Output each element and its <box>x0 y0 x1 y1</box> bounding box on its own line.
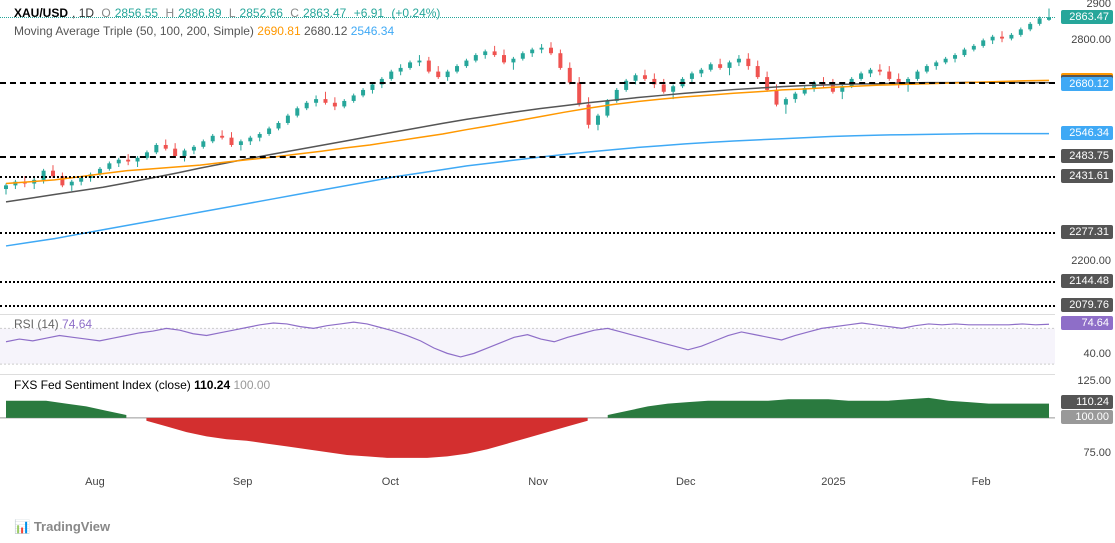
hline <box>0 281 1055 283</box>
sentiment-label: FXS Fed Sentiment Index (close) <box>14 378 191 392</box>
ma100-value: 2680.12 <box>304 24 347 38</box>
price-tag: 2546.34 <box>1061 126 1113 140</box>
price-tick: 2800.00 <box>1071 34 1111 46</box>
rsi-label: RSI (14) <box>14 317 59 331</box>
ohlc-change-pct: (+0.24%) <box>391 6 440 20</box>
x-tick: 2025 <box>821 476 845 488</box>
price-tag: 2144.48 <box>1061 274 1113 288</box>
x-tick: Feb <box>972 476 991 488</box>
hline <box>0 82 1055 84</box>
price-tag: 2431.61 <box>1061 169 1113 183</box>
sentiment-base: 100.00 <box>233 378 270 392</box>
ma200-value: 2546.34 <box>351 24 394 38</box>
price-tag: 2277.31 <box>1061 225 1113 239</box>
ohlc-low: 2852.66 <box>240 6 283 20</box>
hline <box>0 156 1055 158</box>
price-tag: 2079.76 <box>1061 298 1113 312</box>
sent-tag: 100.00 <box>1061 410 1113 424</box>
ma50-value: 2690.81 <box>257 24 300 38</box>
price-tag: 2680.12 <box>1061 77 1113 91</box>
timeframe[interactable]: 1D <box>79 6 94 20</box>
rsi-y-axis: 40.00 74.64 <box>1055 314 1115 372</box>
ohlc-open: 2856.55 <box>115 6 158 20</box>
price-panel[interactable] <box>0 0 1055 312</box>
price-tag: 2483.75 <box>1061 149 1113 163</box>
rsi-tick: 40.00 <box>1083 348 1111 360</box>
rsi-value: 74.64 <box>62 317 92 331</box>
rsi-panel[interactable] <box>0 314 1055 372</box>
chart-root: XAU/USD, 1D O2856.55 H2886.89 L2852.66 C… <box>0 0 1115 543</box>
sentiment-header: FXS Fed Sentiment Index (close) 110.24 1… <box>14 378 270 392</box>
sent-tick: 75.00 <box>1083 447 1111 459</box>
price-tick: 2900 <box>1087 0 1111 10</box>
symbol-header: XAU/USD, 1D O2856.55 H2886.89 L2852.66 C… <box>14 6 444 20</box>
tradingview-watermark: 📊 TradingView <box>14 519 110 535</box>
sent-tag: 110.24 <box>1061 395 1113 409</box>
ma-header: Moving Average Triple (50, 100, 200, Sim… <box>14 24 394 38</box>
x-tick: Sep <box>233 476 253 488</box>
ohlc-close: 2863.47 <box>303 6 346 20</box>
price-tag: 2863.47 <box>1061 10 1113 24</box>
ma-label: Moving Average Triple (50, 100, 200, Sim… <box>14 24 254 38</box>
sentiment-value: 110.24 <box>194 378 230 392</box>
x-tick: Oct <box>382 476 399 488</box>
x-tick: Dec <box>676 476 696 488</box>
hline <box>0 232 1055 234</box>
x-tick: Aug <box>85 476 105 488</box>
sent-tick: 125.00 <box>1077 375 1111 387</box>
rsi-chart-svg[interactable] <box>0 315 1055 373</box>
price-tick: 2200.00 <box>1071 255 1111 267</box>
hline <box>0 176 1055 178</box>
ohlc-change: +6.91 <box>354 6 384 20</box>
sentiment-y-axis: 125.00 75.00 110.24100.00 <box>1055 374 1115 474</box>
rsi-tag: 74.64 <box>1061 316 1113 330</box>
time-x-axis: Aug Sep Oct Nov Dec 2025 Feb <box>0 474 1055 504</box>
rsi-header: RSI (14) 74.64 <box>14 317 92 331</box>
symbol[interactable]: XAU/USD <box>14 6 68 20</box>
price-y-axis: 2800.002200.0029002863.472690.812685.512… <box>1055 0 1115 312</box>
hline <box>0 305 1055 307</box>
x-tick: Nov <box>528 476 548 488</box>
ohlc-high: 2886.89 <box>178 6 221 20</box>
